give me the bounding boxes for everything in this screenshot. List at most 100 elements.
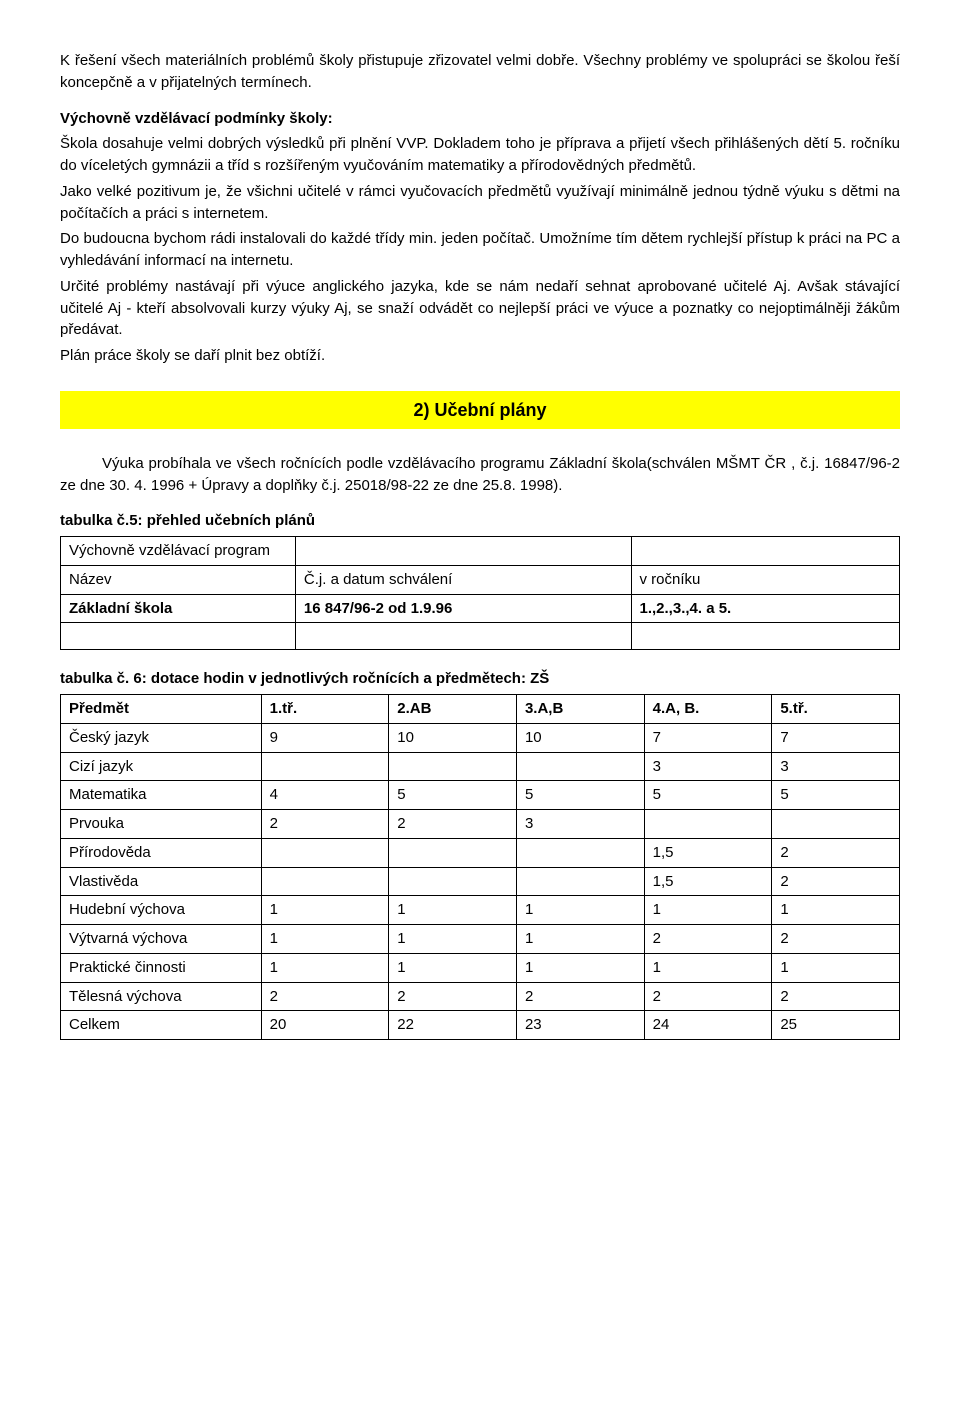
conditions-p5: Plán práce školy se daří plnit bez obtíž… [60,345,900,367]
table-cell: Č.j. a datum schválení [295,565,631,594]
table-cell: 2 [261,810,389,839]
table-cell: 1 [644,953,772,982]
table5: Výchovně vzdělávací programNázevČ.j. a d… [60,536,900,650]
table-cell: 1 [389,925,517,954]
table-row: NázevČ.j. a datum schválenív ročníku [61,565,900,594]
table-cell: Celkem [61,1011,262,1040]
table-cell: 7 [772,723,900,752]
table-cell: 3 [516,810,644,839]
table-cell: Vlastivěda [61,867,262,896]
table-header-cell: 2.AB [389,695,517,724]
table-header-cell: 3.A,B [516,695,644,724]
table-cell: 1,5 [644,867,772,896]
table6: Předmět1.tř.2.AB3.A,B4.A, B.5.tř.Český j… [60,694,900,1040]
table-cell: Matematika [61,781,262,810]
table-row: Prvouka223 [61,810,900,839]
conditions-p4: Určité problémy nastávají při výuce angl… [60,276,900,341]
table-cell: 3 [772,752,900,781]
conditions-heading: Výchovně vzdělávací podmínky školy: [60,108,900,130]
table-cell [295,537,631,566]
table-cell: 24 [644,1011,772,1040]
table-cell: 10 [389,723,517,752]
table5-caption: tabulka č.5: přehled učebních plánů [60,510,900,532]
table-cell: Přírodověda [61,838,262,867]
table-row: Cizí jazyk 33 [61,752,900,781]
table-cell [516,752,644,781]
intro-paragraph: K řešení všech materiálních problémů ško… [60,50,900,94]
table-header-row: Předmět1.tř.2.AB3.A,B4.A, B.5.tř. [61,695,900,724]
table-cell: 7 [644,723,772,752]
table-cell: Základní škola [61,594,296,623]
table-cell: 5 [516,781,644,810]
table-cell: 5 [644,781,772,810]
table-cell: 22 [389,1011,517,1040]
table-cell: Výchovně vzdělávací program [61,537,296,566]
table-cell: 2 [644,925,772,954]
table-cell [516,838,644,867]
table-cell [295,623,631,650]
table-cell: Cizí jazyk [61,752,262,781]
table-cell: 3 [644,752,772,781]
table-cell: Název [61,565,296,594]
table-cell [389,752,517,781]
section2-p1: Výuka probíhala ve všech ročnících podle… [60,453,900,497]
table-cell: Český jazyk [61,723,262,752]
table-cell: 25 [772,1011,900,1040]
table-cell: 1.,2.,3.,4. a 5. [631,594,900,623]
table-row: Český jazyk9101077 [61,723,900,752]
table-cell: 1 [261,896,389,925]
table-cell: 23 [516,1011,644,1040]
table-cell: 4 [261,781,389,810]
table-cell: 2 [389,810,517,839]
table-header-cell: Předmět [61,695,262,724]
table-cell [644,810,772,839]
table-cell: 20 [261,1011,389,1040]
table-cell: 2 [772,925,900,954]
table-cell: 2 [772,867,900,896]
table-row: Praktické činnosti11111 [61,953,900,982]
table-cell: 1 [644,896,772,925]
table-cell: 16 847/96-2 od 1.9.96 [295,594,631,623]
table-cell: 2 [516,982,644,1011]
table-header-cell: 1.tř. [261,695,389,724]
conditions-p2: Jako velké pozitivum je, že všichni učit… [60,181,900,225]
table-cell: 5 [389,781,517,810]
table-cell: 2 [772,982,900,1011]
table-cell: 1 [389,953,517,982]
table-row: Základní škola16 847/96-2 od 1.9.961.,2.… [61,594,900,623]
conditions-p3: Do budoucna bychom rádi instalovali do k… [60,228,900,272]
table-row: Přírodověda 1,52 [61,838,900,867]
table-cell: 1 [516,925,644,954]
table-cell: Prvouka [61,810,262,839]
table-cell: 1 [261,925,389,954]
table-row [61,623,900,650]
table-cell: 10 [516,723,644,752]
conditions-p1: Škola dosahuje velmi dobrých výsledků př… [60,133,900,177]
table-cell [261,867,389,896]
table-cell: 1 [261,953,389,982]
table-header-cell: 5.tř. [772,695,900,724]
table-cell: Výtvarná výchova [61,925,262,954]
table-row: Matematika45555 [61,781,900,810]
table-cell: 2 [261,982,389,1011]
table-cell [631,623,900,650]
section-2-title: 2) Učební plány [60,391,900,429]
table-row: Výtvarná výchova11122 [61,925,900,954]
table-cell: 1,5 [644,838,772,867]
table-cell: Tělesná výchova [61,982,262,1011]
table-header-cell: 4.A, B. [644,695,772,724]
table-cell: 2 [772,838,900,867]
table-cell: v ročníku [631,565,900,594]
table-cell: 9 [261,723,389,752]
table6-caption: tabulka č. 6: dotace hodin v jednotlivýc… [60,668,900,690]
table-row: Tělesná výchova22222 [61,982,900,1011]
table-cell [516,867,644,896]
table-cell [389,867,517,896]
table-row: Výchovně vzdělávací program [61,537,900,566]
table-cell: 1 [516,896,644,925]
table-cell [772,810,900,839]
table-cell [389,838,517,867]
table-cell: 1 [389,896,517,925]
table-cell: 1 [516,953,644,982]
table-cell: 2 [644,982,772,1011]
